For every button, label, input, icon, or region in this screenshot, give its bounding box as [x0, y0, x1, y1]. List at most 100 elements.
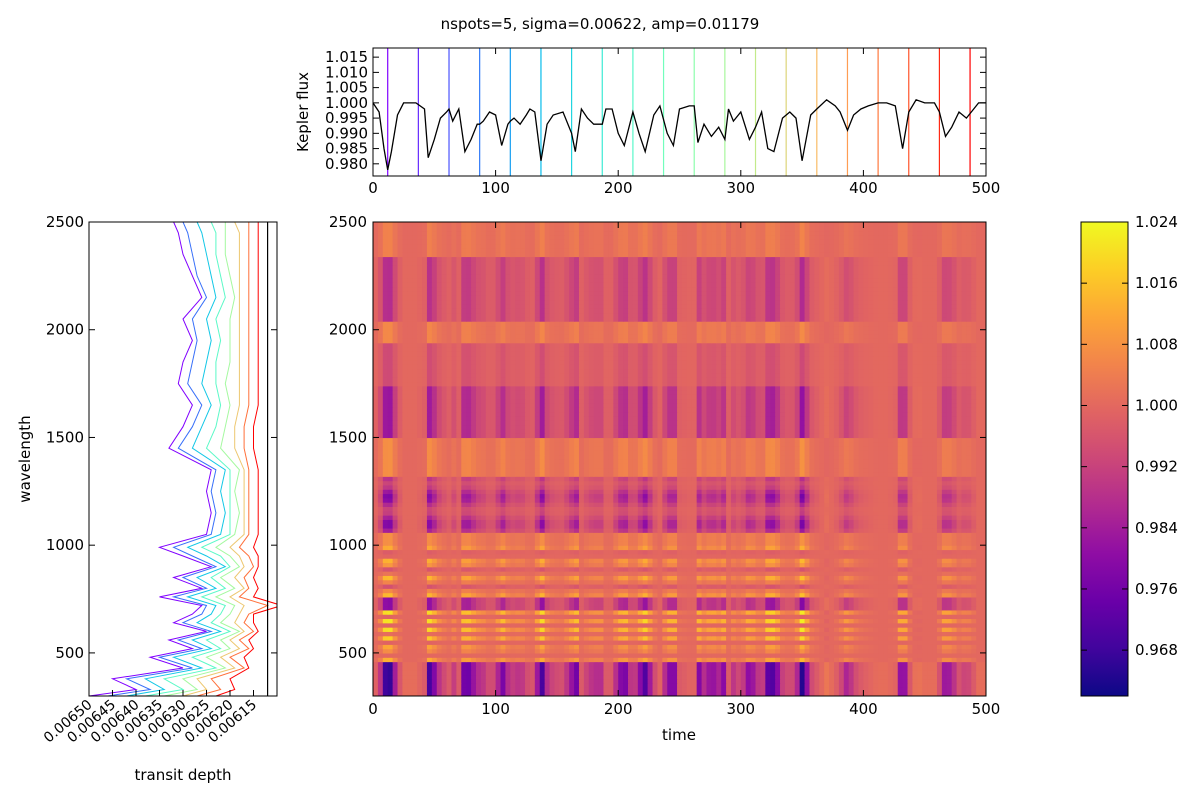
heatmap-cell: [613, 661, 619, 667]
heatmap-cell: [652, 592, 659, 598]
heatmap-cell: [583, 562, 590, 568]
heatmap-cell: [485, 545, 492, 551]
heatmap-cell: [981, 661, 986, 667]
heatmap-cell: [431, 622, 438, 628]
heatmap-cell: [696, 648, 703, 654]
heatmap-cell: [760, 605, 766, 611]
heatmap-cell: [510, 678, 516, 684]
heatmap-cell: [730, 635, 737, 641]
heatmap-cell: [377, 670, 384, 676]
heatmap-cell: [466, 674, 472, 680]
heatmap-cell: [475, 670, 482, 676]
heatmap-cell: [848, 592, 855, 598]
heatmap-cell: [559, 588, 565, 594]
heatmap-cell: [652, 532, 659, 538]
heatmap-cell: [716, 553, 722, 559]
heatmap-cell: [618, 579, 624, 585]
heatmap-cell: [750, 579, 757, 585]
heatmap-cell: [569, 579, 575, 585]
spectra-xlabel: transit depth: [134, 766, 231, 784]
heatmap-cell: [505, 635, 511, 641]
heatmap-cell: [760, 627, 766, 632]
heatmap-cell: [456, 596, 462, 602]
heatmap-cell: [735, 665, 742, 671]
heatmap-cell: [441, 545, 448, 551]
heatmap-cell: [426, 553, 433, 559]
heatmap-cell: [907, 683, 914, 688]
heatmap-cell: [466, 648, 472, 654]
heatmap-cell: [686, 601, 693, 607]
heatmap-cell: [475, 579, 482, 585]
heatmap-cell: [677, 592, 683, 598]
heatmap-cell: [735, 562, 742, 568]
heatmap-cell: [878, 601, 884, 607]
heatmap-cell: [412, 562, 418, 568]
heatmap-cell: [706, 678, 712, 684]
heatmap-cell: [451, 609, 457, 615]
heatmap-cell: [446, 571, 453, 576]
heatmap-cell: [559, 583, 565, 589]
heatmap-cell: [559, 614, 565, 620]
heatmap-cell: [637, 674, 644, 680]
heatmap-cell: [843, 670, 850, 676]
heatmap-cell: [471, 644, 477, 650]
heatmap-cell: [471, 683, 477, 688]
heatmap-cell: [887, 575, 894, 581]
heatmap-cell: [436, 665, 443, 671]
heatmap-cell: [956, 622, 963, 628]
heatmap-cell: [510, 609, 516, 615]
heatmap-cell: [755, 670, 762, 676]
heatmap-cell: [932, 549, 938, 555]
heatmap-cell: [426, 540, 433, 546]
heatmap-cell: [833, 558, 840, 564]
heatmap-cell: [887, 683, 894, 688]
heatmap-cell: [735, 652, 742, 658]
heatmap-cell: [838, 553, 845, 559]
heatmap-cell: [436, 605, 443, 611]
heatmap-cell: [716, 579, 722, 585]
heatmap-cell: [794, 648, 801, 654]
heatmap-cell: [681, 545, 688, 551]
heatmap-cell: [451, 674, 457, 680]
heatmap-cell: [897, 549, 904, 555]
heatmap-cell: [554, 618, 560, 624]
heatmap-cell: [436, 627, 443, 632]
heatmap-cell: [706, 601, 712, 607]
heatmap-cell: [784, 605, 791, 611]
heatmap-cell: [711, 678, 717, 684]
heatmap-cell: [451, 592, 457, 598]
heatmap-cell: [529, 588, 536, 594]
heatmap-cell: [544, 588, 551, 594]
heatmap-cell: [716, 618, 722, 624]
heatmap-cell: [814, 527, 820, 533]
heatmap-cell: [515, 558, 521, 564]
heatmap-cell: [529, 545, 536, 551]
heatmap-cell: [927, 601, 933, 607]
heatmap-cell: [686, 670, 693, 676]
heatmap-cell: [775, 532, 781, 538]
heatmap-cell: [887, 661, 894, 667]
heatmap-cell: [932, 583, 938, 589]
heatmap-cell: [377, 683, 384, 688]
heatmap-cell: [730, 657, 737, 663]
heatmap-cell: [809, 644, 815, 650]
heatmap-cell: [838, 575, 845, 581]
heatmap-cell: [951, 631, 958, 637]
heatmap-cell: [829, 648, 835, 654]
heatmap-cell: [672, 627, 678, 632]
heatmap-cell: [613, 605, 619, 611]
heatmap-cell: [961, 687, 967, 693]
heatmap-cell: [426, 588, 433, 594]
heatmap-cell: [912, 618, 918, 624]
heatmap-cell: [696, 562, 703, 568]
heatmap-cell: [789, 627, 796, 632]
heatmap-cell: [927, 536, 933, 542]
heatmap-cell: [784, 558, 791, 564]
heatmap-cell: [745, 665, 752, 671]
heatmap-cell: [770, 683, 776, 688]
heatmap-cell: [691, 639, 698, 645]
heatmap-cell: [392, 609, 399, 615]
heatmap-cell: [819, 601, 825, 607]
heatmap-cell: [662, 571, 668, 576]
heatmap-cell: [456, 657, 462, 663]
